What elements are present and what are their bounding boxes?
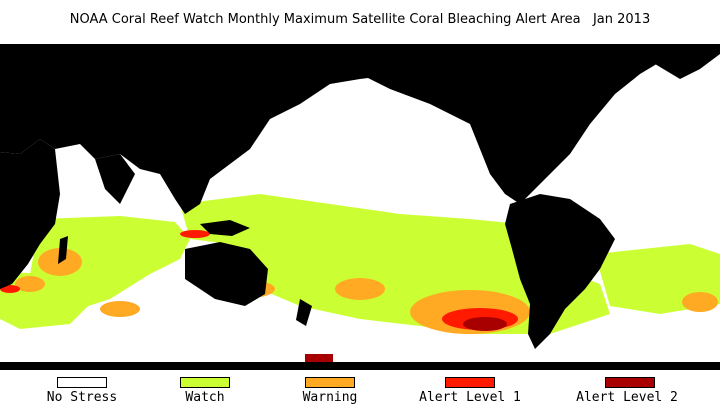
land-south-america <box>505 194 615 349</box>
land-madagascar <box>58 236 68 264</box>
land-new-zealand <box>296 299 312 326</box>
legend-swatch-alert-level-1 <box>445 377 495 388</box>
legend-swatch-alert-level-2 <box>605 377 655 388</box>
alert-1-zone-3 <box>180 230 210 238</box>
world-alert-map <box>0 44 720 370</box>
warning-zone-5 <box>100 301 140 317</box>
land-australia <box>185 242 268 306</box>
alert-2-zone-3 <box>305 354 333 362</box>
legend-swatch-warning <box>305 377 355 388</box>
land-india <box>95 154 135 204</box>
map-title: NOAA Coral Reef Watch Monthly Maximum Sa… <box>69 12 651 27</box>
land-layer <box>0 44 720 370</box>
land-north-america <box>350 44 720 204</box>
alert-1-zone-4 <box>0 285 20 293</box>
legend-swatch-watch <box>180 377 230 388</box>
legend-label-alert-level-2: Alert Level 2 <box>576 390 678 405</box>
legend-label-no-stress: No Stress <box>46 390 118 405</box>
legend-label-alert-level-1: Alert Level 1 <box>419 390 521 405</box>
land-africa <box>0 139 60 289</box>
legend-label-warning: Warning <box>302 390 358 405</box>
land-greenland <box>640 44 720 79</box>
warning-zone-7 <box>15 276 45 292</box>
warning-zone-6 <box>682 292 718 312</box>
land-antarctica <box>0 362 720 370</box>
alert-2-zone-1 <box>463 317 507 331</box>
legend-label-watch: Watch <box>185 390 225 405</box>
legend-swatch-no-stress <box>57 377 107 388</box>
warning-zone-3 <box>335 278 385 300</box>
land-new-guinea <box>200 220 250 236</box>
